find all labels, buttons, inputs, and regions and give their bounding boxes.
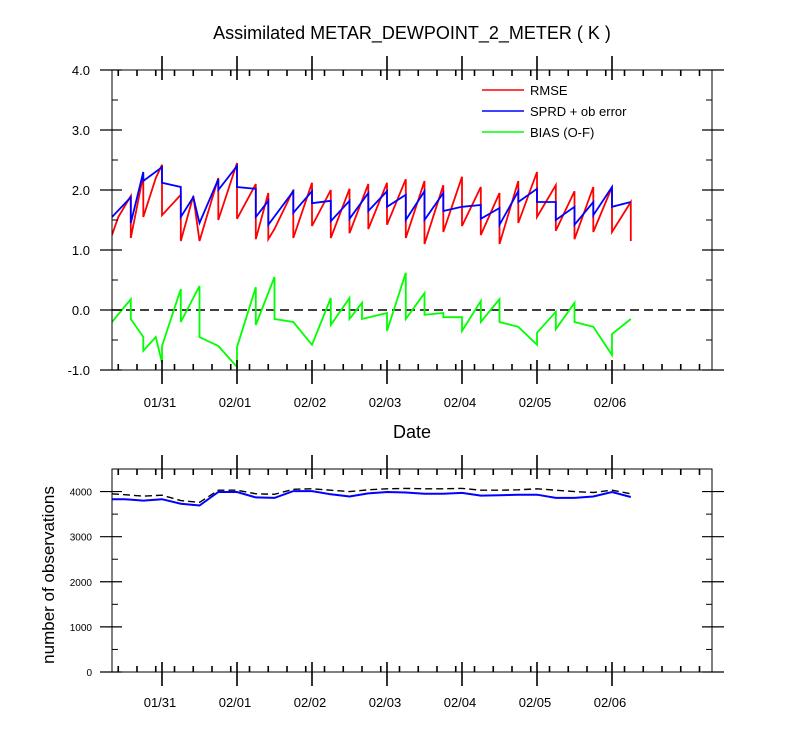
- legend-label-sprd: SPRD + ob error: [530, 104, 627, 119]
- y-tick-label-4-0: 4.0: [72, 63, 90, 78]
- x-tick-label-02-05: 02/05: [519, 695, 552, 710]
- x-tick-label-02-01: 02/01: [219, 695, 252, 710]
- top-panel: Assimilated METAR_DEWPOINT_2_METER ( K )…: [68, 23, 724, 442]
- x-tick-label-02-06: 02/06: [594, 695, 627, 710]
- y-tick-label-3000: 3000: [70, 533, 93, 544]
- x-axis-label: Date: [393, 422, 431, 442]
- y-tick-label-0: 0: [86, 668, 92, 679]
- legend-label-bias: BIAS (O-F): [530, 125, 594, 140]
- x-tick-label-01-31: 01/31: [144, 695, 177, 710]
- y-tick-label-1-0: -1.0: [68, 363, 90, 378]
- x-tick-label-02-06: 02/06: [594, 395, 627, 410]
- bottom-ticks: 01/31 02/01 02/02 02/03 02/04 02/05 02/06 0 1000…: [70, 455, 724, 710]
- y-tick-label-4000: 4000: [70, 488, 93, 499]
- x-tick-label-02-02: 02/02: [294, 395, 327, 410]
- legend-label-rmse: RMSE: [530, 83, 568, 98]
- y-tick-label-2000: 2000: [70, 578, 93, 589]
- x-tick-label-02-03: 02/03: [369, 395, 402, 410]
- x-tick-label-02-03: 02/03: [369, 695, 402, 710]
- y-tick-label-0-0: 0.0: [72, 303, 90, 318]
- series-line-observations-possible: [111, 487, 631, 504]
- chart-title: Assimilated METAR_DEWPOINT_2_METER ( K ): [213, 23, 611, 44]
- top-ticks: 01/31 02/01 02/02 02/03 02/04 02/05 02/06 4.0 3.…: [68, 56, 724, 410]
- series-line-sprd-ob-error: [112, 163, 632, 229]
- bottom-plot-frame: [111, 468, 713, 673]
- series-line-observations-assimilated: [112, 490, 632, 507]
- top-series: [112, 162, 712, 370]
- x-tick-label-02-02: 02/02: [294, 695, 327, 710]
- y-tick-label-1000: 1000: [70, 623, 93, 634]
- bottom-series: [111, 487, 632, 507]
- x-tick-label-02-01: 02/01: [219, 395, 252, 410]
- x-tick-label-02-04: 02/04: [444, 395, 477, 410]
- series-line-rmse: [112, 162, 632, 245]
- y-tick-label-1-0: 1.0: [72, 243, 90, 258]
- series-line-bias-o-f: [112, 272, 632, 370]
- legend: RMSE SPRD + ob error BIAS (O-F): [482, 83, 627, 140]
- x-tick-label-02-05: 02/05: [519, 395, 552, 410]
- bottom-panel: 01/31 02/01 02/02 02/03 02/04 02/05 02/06 0 1000…: [39, 455, 724, 710]
- x-tick-label-01-31: 01/31: [144, 395, 177, 410]
- y-tick-label-2-0: 2.0: [72, 183, 90, 198]
- x-tick-label-02-04: 02/04: [444, 695, 477, 710]
- y-tick-label-3-0: 3.0: [72, 123, 90, 138]
- y-axis-label-observations: number of observations: [39, 486, 58, 664]
